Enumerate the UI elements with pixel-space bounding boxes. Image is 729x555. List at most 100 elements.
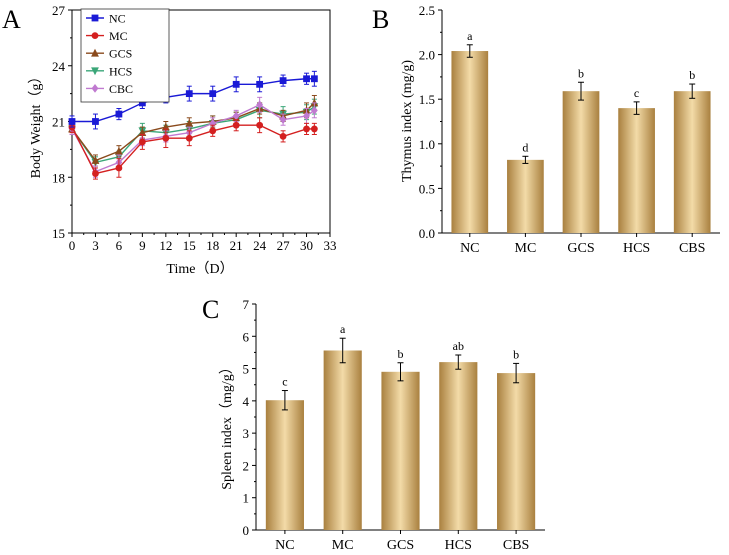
c-bar-hcs: [439, 362, 478, 530]
c-y-tick-label: 7: [243, 297, 250, 312]
a-point-cbc: [303, 111, 310, 121]
a-point-mc: [92, 170, 99, 177]
c-significance-letter: c: [282, 375, 287, 389]
a-point-cbc: [279, 115, 287, 125]
panel-c-bar-chart: C Spleen index（mg/g） 0 1 2 3 4 5 6 7 c NC a MC b GCS a…: [202, 295, 545, 553]
a-point-mc: [232, 121, 240, 129]
a-point-mc: [209, 127, 217, 135]
b-y-tick-label: 1.5: [419, 92, 435, 107]
c-bar-nc: [265, 400, 304, 530]
c-y-tick-label: 3: [243, 426, 250, 441]
b-category-label: MC: [515, 241, 537, 256]
a-point-mc: [138, 138, 146, 146]
c-y-tick-label: 2: [243, 458, 250, 473]
c-category-label: NC: [275, 538, 294, 553]
panel-a-line-chart: A Body Weight（g） Time（D） 0 3 6 9 12 15 18 21 24 2…: [2, 3, 337, 277]
a-legend-marker-gcs: [91, 48, 99, 57]
a-y-tick-label: 18: [52, 170, 65, 185]
a-x-tick-label: 18: [206, 238, 219, 253]
a-legend-marker-mc: [91, 32, 99, 39]
a-legend-marker-nc: [91, 14, 99, 22]
c-significance-letter: b: [398, 347, 404, 361]
a-point-mc: [115, 164, 123, 172]
a-point-nc: [115, 110, 123, 118]
panel-b-bar-chart: B Thymus index (mg/g) 0.0 0.5 1.0 1.5 2.0 2.5…: [372, 3, 720, 256]
a-series-line-hcs: [71, 106, 315, 164]
a-legend: NC MC GCS HCS CBC: [80, 8, 170, 103]
a-point-cbc: [232, 111, 240, 121]
b-category-label: NC: [460, 241, 479, 256]
a-point-nc: [256, 80, 264, 88]
a-x-tick-label: 30: [300, 238, 313, 253]
a-y-axis-label: Body Weight（g）: [28, 70, 44, 179]
b-significance-letter: b: [578, 66, 584, 80]
b-significance-letter: b: [689, 68, 695, 82]
a-point-cbc: [209, 118, 217, 128]
panel-label-a: A: [2, 5, 21, 34]
a-x-tick-label: 9: [139, 238, 146, 253]
a-point-mc: [185, 134, 193, 142]
a-legend-marker-hcs: [91, 67, 99, 76]
c-significance-letter: b: [513, 347, 519, 361]
a-point-mc: [310, 125, 318, 133]
a-legend-label-hcs: HCS: [109, 64, 132, 78]
a-point-gcs: [115, 146, 123, 155]
b-bar-hcs: [618, 108, 655, 233]
a-point-cbc: [256, 100, 264, 110]
a-legend-label-mc: MC: [109, 29, 128, 43]
a-series-line-mc: [71, 124, 315, 175]
c-category-label: CBS: [503, 538, 529, 553]
a-point-nc: [279, 77, 287, 85]
c-category-label: MC: [332, 538, 354, 553]
c-bar-mc: [323, 350, 362, 530]
a-x-tick-label: 27: [277, 238, 291, 253]
a-legend-label-gcs: GCS: [109, 47, 132, 61]
a-x-tick-label: 6: [116, 238, 123, 253]
a-point-gcs: [91, 156, 100, 164]
a-series-line-cbc: [71, 103, 315, 173]
a-point-nc: [68, 118, 76, 125]
a-point-cbc: [310, 105, 318, 115]
c-y-tick-label: 6: [243, 329, 250, 344]
b-y-tick-label: 1.0: [419, 137, 435, 152]
a-y-tick-label: 27: [52, 3, 66, 18]
a-point-nc: [92, 118, 99, 125]
a-point-nc: [185, 90, 193, 98]
b-significance-letter: a: [467, 29, 473, 43]
a-x-tick-label: 15: [183, 238, 196, 253]
a-series-line-gcs: [71, 102, 315, 162]
a-point-nc: [232, 80, 240, 88]
a-point-nc: [209, 90, 217, 98]
b-y-tick-label: 2.0: [419, 48, 435, 63]
c-y-axis-label: Spleen index（mg/g）: [219, 360, 235, 490]
c-y-tick-label: 1: [243, 491, 250, 506]
a-point-mc: [303, 125, 310, 133]
a-point-mc: [162, 134, 170, 142]
a-x-tick-label: 0: [69, 238, 76, 253]
b-y-tick-label: 0.0: [419, 226, 435, 241]
a-x-tick-label: 12: [159, 238, 172, 253]
b-significance-letter: d: [522, 140, 528, 154]
a-x-axis-label: Time（D）: [166, 261, 233, 277]
a-point-nc: [138, 99, 146, 107]
a-x-tick-label: 33: [324, 238, 337, 253]
a-x-tick-label: 3: [92, 238, 99, 253]
a-series-line-nc: [72, 78, 315, 123]
c-category-label: GCS: [387, 538, 414, 553]
c-y-tick-label: 0: [243, 523, 250, 538]
b-bar-gcs: [562, 91, 600, 233]
a-legend-label-cbc: CBC: [109, 82, 133, 96]
a-point-nc: [310, 75, 318, 83]
b-bar-mc: [507, 159, 544, 233]
panel-label-c: C: [202, 295, 219, 324]
b-significance-letter: c: [634, 86, 639, 100]
b-category-label: CBS: [679, 241, 705, 256]
c-significance-letter: a: [340, 322, 346, 336]
a-y-tick-label: 24: [52, 59, 66, 74]
c-bar-cbs: [497, 373, 536, 530]
b-category-label: HCS: [623, 241, 650, 256]
c-bar-gcs: [381, 371, 420, 530]
a-point-nc: [303, 75, 310, 83]
b-category-label: GCS: [567, 241, 594, 256]
a-legend-label-nc: NC: [109, 12, 126, 26]
